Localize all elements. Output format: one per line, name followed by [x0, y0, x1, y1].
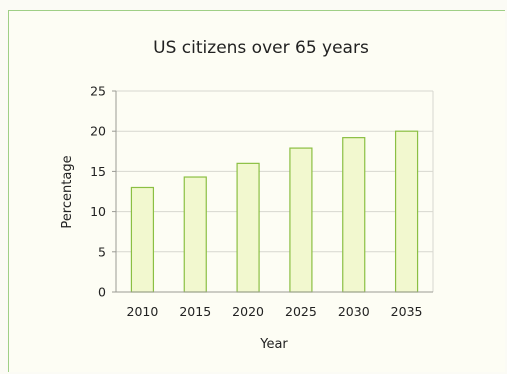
y-tick-label: 25 [90, 84, 106, 99]
y-tick-label: 20 [90, 124, 106, 139]
x-axis-ticks: 2010 2015 2020 2025 2030 2035 [127, 304, 423, 319]
bar-2035 [394, 130, 419, 293]
bar-2030 [342, 137, 366, 293]
y-axis-ticks: 0 5 10 15 20 25 [90, 84, 116, 300]
y-axis-label: Percentage [60, 155, 75, 228]
x-tick-label: 2035 [391, 304, 423, 319]
bar-2020 [236, 162, 260, 293]
x-tick-label: 2030 [338, 304, 370, 319]
chart-card: US citizens over 65 years 0 5 10 15 20 25 201… [8, 10, 505, 372]
bar-2010 [130, 186, 155, 293]
y-tick-label: 0 [98, 285, 106, 300]
y-tick-label: 15 [90, 164, 106, 179]
x-tick-label: 2025 [285, 304, 317, 319]
x-tick-label: 2015 [179, 304, 211, 319]
bar-2025 [289, 147, 313, 293]
gridlines [116, 90, 434, 292]
y-tick-label: 10 [90, 204, 106, 219]
x-tick-label: 2020 [232, 304, 264, 319]
x-axis-label: Year [259, 337, 288, 352]
bars [130, 130, 419, 293]
bar-2015 [183, 176, 207, 293]
y-tick-label: 5 [98, 244, 106, 259]
chart-title: US citizens over 65 years [153, 38, 369, 58]
x-tick-label: 2010 [127, 304, 159, 319]
